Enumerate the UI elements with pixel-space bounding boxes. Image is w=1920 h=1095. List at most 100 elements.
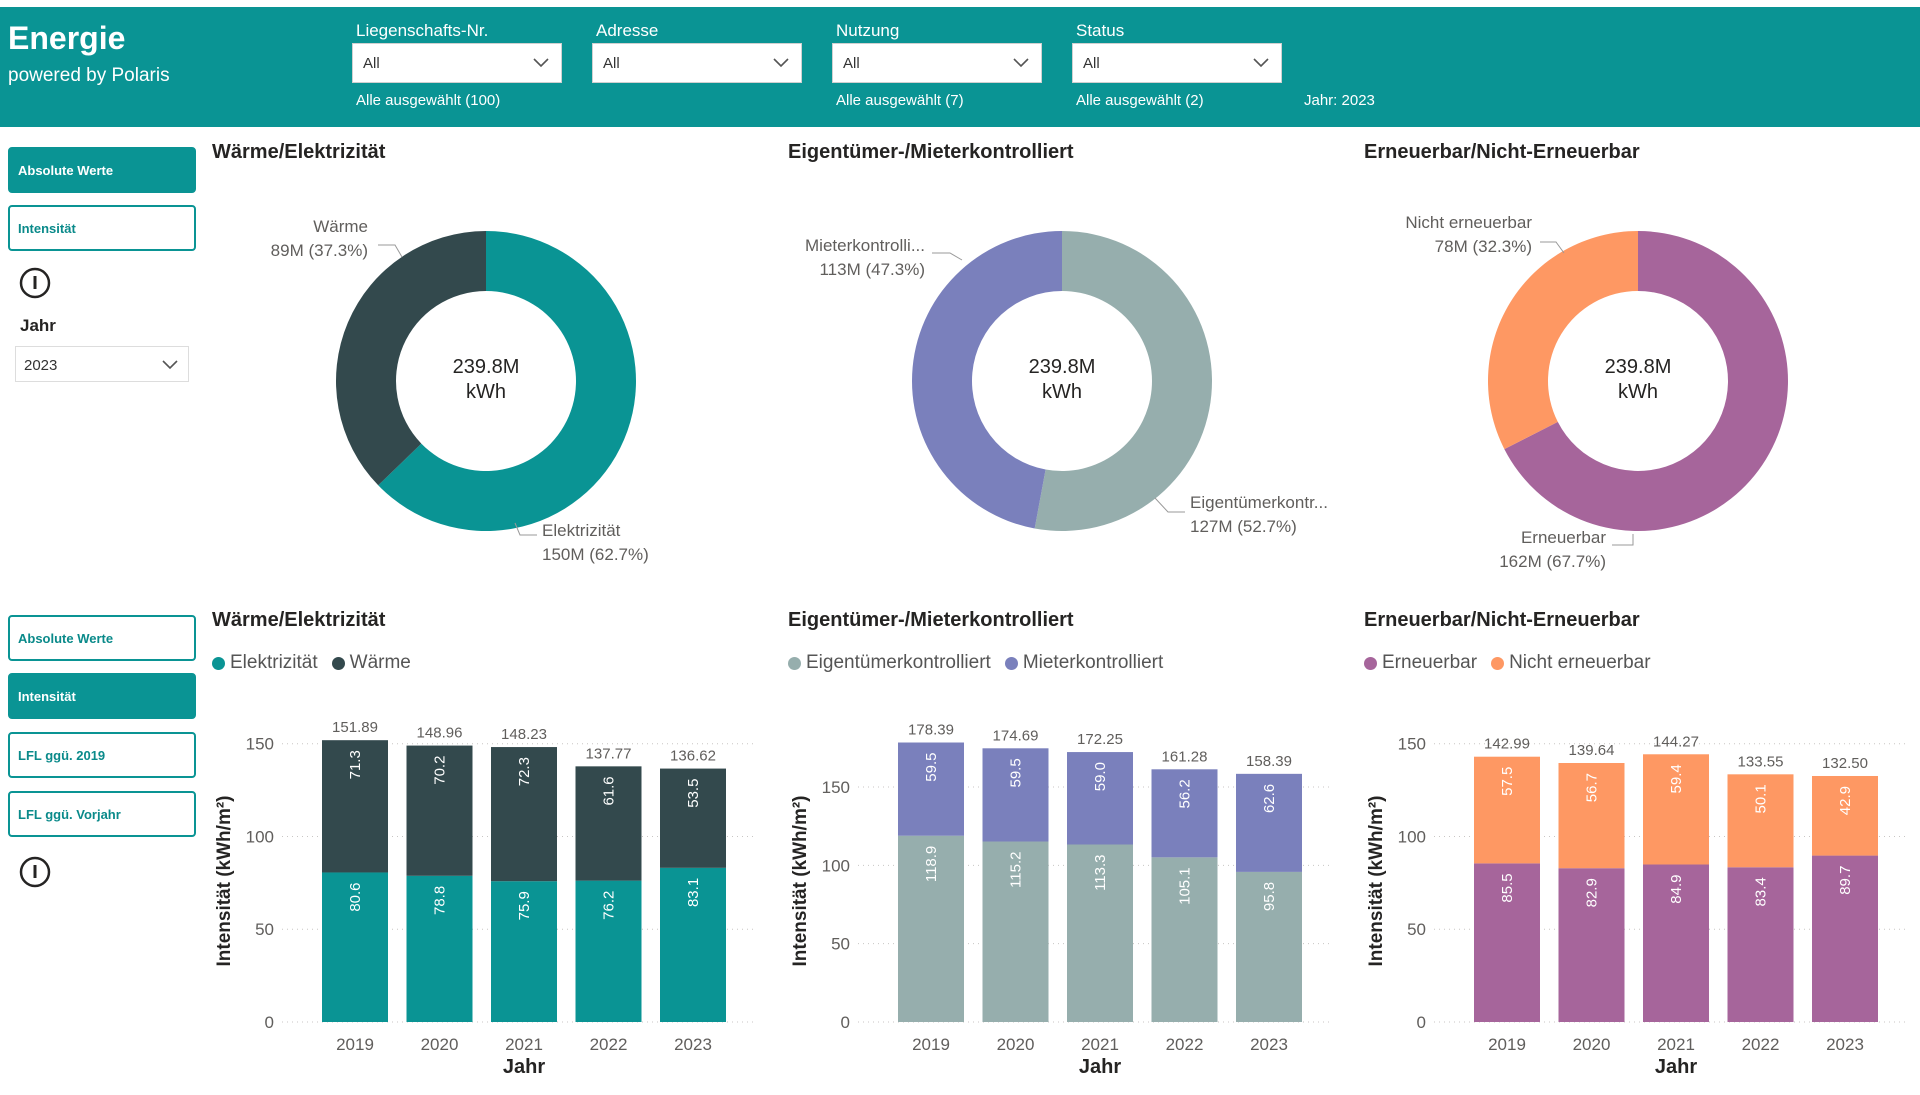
absolute-values-button[interactable]: Absolute Werte <box>8 147 196 193</box>
bar-1-legend: Elektrizität Wärme <box>212 652 411 674</box>
bar-segment <box>406 745 473 876</box>
bar-segment-label: 59.0 <box>1092 762 1109 791</box>
x-tick-label: 2019 <box>1488 1035 1526 1054</box>
y-tick-label: 50 <box>831 935 850 954</box>
bar-segment <box>660 867 726 1022</box>
leader-line <box>378 244 403 258</box>
donut-center-unit: kWh <box>1618 381 1658 403</box>
bar-segment <box>1067 844 1133 1022</box>
x-tick-label: 2020 <box>421 1035 459 1054</box>
y-tick-label: 0 <box>1417 1013 1426 1032</box>
chevron-down-icon <box>533 58 549 68</box>
legend-item[interactable]: Erneuerbar <box>1364 652 1477 674</box>
legend-item[interactable]: Eigentümerkontrolliert <box>788 652 991 674</box>
legend-dot <box>788 656 801 670</box>
bar-total-label: 158.39 <box>1246 753 1292 770</box>
bar-segment-label: 62.6 <box>1261 784 1278 813</box>
bar-segment-label: 59.5 <box>1008 758 1025 787</box>
info-icon[interactable] <box>18 855 52 889</box>
legend-dot <box>1364 656 1377 670</box>
filter-nutzung-label: Nutzung <box>836 21 900 40</box>
bar-segment-label: 113.3 <box>1092 854 1109 890</box>
legend-item[interactable]: Mieterkontrolliert <box>1004 652 1163 674</box>
bar-total-label: 178.39 <box>908 722 954 739</box>
x-tick-label: 2020 <box>997 1035 1035 1054</box>
intensity-button[interactable]: Intensität <box>8 205 196 251</box>
x-tick-label: 2021 <box>1657 1035 1695 1054</box>
bar-segment-label: 76.2 <box>601 891 618 920</box>
bar-segment-label: 105.1 <box>1177 867 1194 905</box>
slice-name-label: Mieterkontrolli... <box>805 236 925 255</box>
bar-segment-label: 118.9 <box>923 846 940 882</box>
bar-segment-label: 56.2 <box>1177 779 1194 808</box>
filter-nutzung-dropdown[interactable]: All <box>832 43 1042 83</box>
bar-total-label: 133.55 <box>1738 753 1784 770</box>
bar-segment-label: 61.6 <box>601 776 618 805</box>
x-tick-label: 2023 <box>674 1035 712 1054</box>
filter-nutzung-value: All <box>843 55 860 72</box>
bar-segment <box>1474 756 1540 864</box>
x-tick-label: 2019 <box>912 1035 950 1054</box>
filter-adresse-dropdown[interactable]: All <box>592 43 802 83</box>
bar-segment-label: 42.9 <box>1837 786 1854 815</box>
leader-line <box>1154 497 1185 513</box>
bar-total-label: 137.77 <box>586 745 632 762</box>
legend-item[interactable]: Nicht erneuerbar <box>1491 652 1651 674</box>
bar-segment <box>322 740 388 873</box>
bar-2-legend: Eigentümerkontrolliert Mieterkontrollier… <box>788 652 1163 674</box>
bar-segment <box>1236 773 1302 872</box>
lfl-previous-year-button[interactable]: LFL ggü. Vorjahr <box>8 791 196 837</box>
bar-segment <box>1151 857 1218 1022</box>
slice-name-label: Elektrizität <box>542 521 621 540</box>
legend-label: Erneuerbar <box>1382 652 1478 673</box>
chevron-down-icon <box>773 58 789 68</box>
donut-slice <box>1488 231 1638 450</box>
bar-segment <box>1558 868 1625 1022</box>
filter-status-dropdown[interactable]: All <box>1072 43 1282 83</box>
bar-segment-label: 59.5 <box>923 753 940 782</box>
bar-segment <box>982 748 1049 842</box>
legend-dot <box>1491 656 1505 670</box>
lfl-2019-button[interactable]: LFL ggü. 2019 <box>8 732 196 778</box>
year-dropdown[interactable]: 2023 <box>15 346 189 382</box>
bar-total-label: 151.89 <box>332 719 378 736</box>
x-axis-title: Jahr <box>1655 1056 1697 1078</box>
slice-name-label: Wärme <box>313 217 368 236</box>
bar-segment <box>1067 752 1133 845</box>
leader-line <box>1612 534 1634 546</box>
donut-center-value: 239.8M <box>453 356 520 378</box>
bar-3-title: Erneuerbar/Nicht-Erneuerbar <box>1364 609 1640 631</box>
year-slicer-label: Jahr <box>20 316 56 335</box>
bar-total-label: 161.28 <box>1162 748 1208 765</box>
slice-value-label: 150M (62.7%) <box>542 545 649 564</box>
y-tick-label: 0 <box>265 1013 274 1032</box>
legend-item[interactable]: Wärme <box>331 652 411 674</box>
legend-label: Elektrizität <box>230 652 318 673</box>
bar-1-title: Wärme/Elektrizität <box>212 609 386 631</box>
slice-value-label: 78M (32.3%) <box>1435 237 1532 256</box>
info-icon[interactable] <box>18 266 52 300</box>
donut-center-unit: kWh <box>1042 381 1082 403</box>
legend-item[interactable]: Elektrizität <box>212 652 318 674</box>
filter-adresse-label: Adresse <box>596 21 659 40</box>
filter-status-label: Status <box>1076 21 1125 40</box>
bar-segment <box>1643 754 1709 865</box>
bar-total-label: 148.96 <box>417 725 463 742</box>
filter-liegenschaft-label: Liegenschafts-Nr. <box>356 21 489 40</box>
y-tick-label: 0 <box>841 1013 850 1032</box>
bar-segment <box>898 835 964 1022</box>
bar-segment-label: 95.8 <box>1261 882 1278 911</box>
donut-slice <box>1504 231 1788 532</box>
bar-total-label: 148.23 <box>501 726 547 743</box>
x-tick-label: 2023 <box>1826 1035 1864 1054</box>
bar-total-label: 132.50 <box>1822 755 1868 772</box>
absolute-values-button-bottom[interactable]: Absolute Werte <box>8 615 196 661</box>
donut-slice <box>1034 231 1213 532</box>
x-tick-label: 2020 <box>1573 1035 1611 1054</box>
intensity-button-bottom[interactable]: Intensität <box>8 673 196 719</box>
filter-liegenschaft-dropdown[interactable]: All <box>352 43 562 83</box>
x-tick-label: 2022 <box>1742 1035 1780 1054</box>
x-tick-label: 2022 <box>1166 1035 1204 1054</box>
